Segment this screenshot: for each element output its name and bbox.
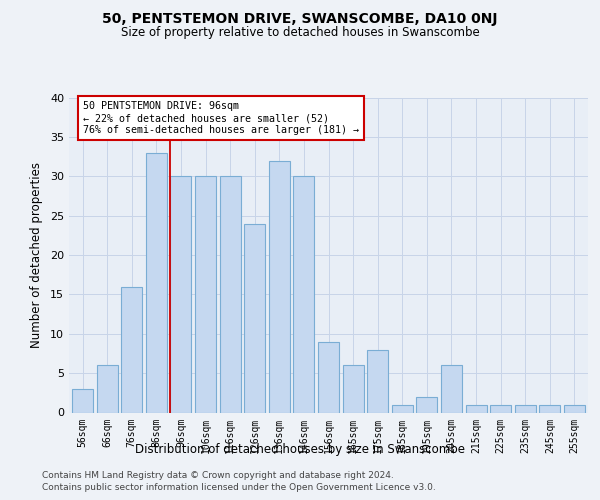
Text: 50, PENTSTEMON DRIVE, SWANSCOMBE, DA10 0NJ: 50, PENTSTEMON DRIVE, SWANSCOMBE, DA10 0… <box>102 12 498 26</box>
Bar <box>269 160 290 412</box>
Bar <box>170 176 191 412</box>
Bar <box>416 397 437 412</box>
Bar <box>121 286 142 412</box>
Bar <box>367 350 388 412</box>
Bar <box>72 389 93 412</box>
Bar <box>392 404 413 412</box>
Text: Size of property relative to detached houses in Swanscombe: Size of property relative to detached ho… <box>121 26 479 39</box>
Y-axis label: Number of detached properties: Number of detached properties <box>30 162 43 348</box>
Bar <box>220 176 241 412</box>
Bar <box>515 404 536 412</box>
Bar <box>97 365 118 412</box>
Bar <box>539 404 560 412</box>
Bar <box>195 176 216 412</box>
Bar <box>564 404 585 412</box>
Bar <box>441 365 462 412</box>
Text: Distribution of detached houses by size in Swanscombe: Distribution of detached houses by size … <box>135 442 465 456</box>
Bar <box>343 365 364 412</box>
Bar <box>293 176 314 412</box>
Bar <box>244 224 265 412</box>
Text: 50 PENTSTEMON DRIVE: 96sqm
← 22% of detached houses are smaller (52)
76% of semi: 50 PENTSTEMON DRIVE: 96sqm ← 22% of deta… <box>83 102 359 134</box>
Bar <box>318 342 339 412</box>
Bar <box>146 152 167 412</box>
Bar <box>490 404 511 412</box>
Text: Contains public sector information licensed under the Open Government Licence v3: Contains public sector information licen… <box>42 482 436 492</box>
Text: Contains HM Land Registry data © Crown copyright and database right 2024.: Contains HM Land Registry data © Crown c… <box>42 471 394 480</box>
Bar <box>466 404 487 412</box>
